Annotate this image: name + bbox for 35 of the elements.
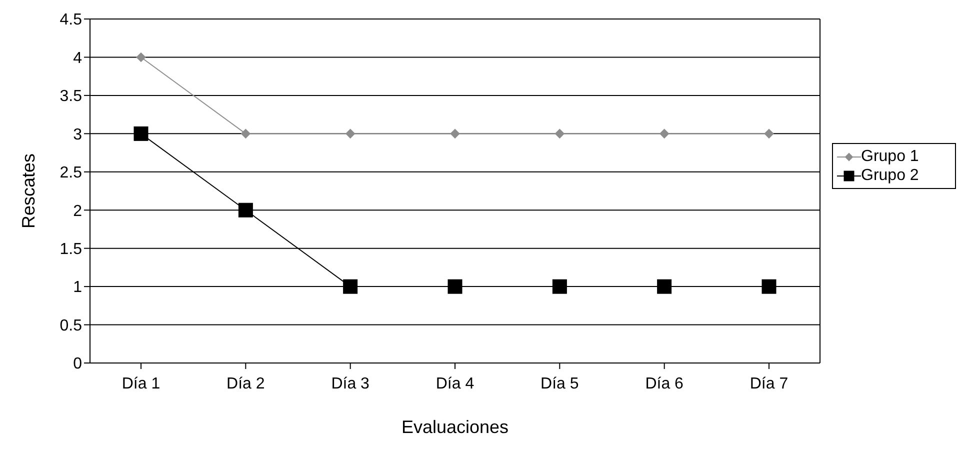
y-tick-label: 3 [73, 126, 82, 144]
point [136, 52, 146, 62]
x-tick-label: Día 3 [331, 375, 370, 392]
y-tick-label: 3.5 [60, 88, 82, 106]
point [554, 128, 565, 139]
point [659, 128, 670, 139]
point [343, 279, 358, 294]
point [448, 279, 462, 294]
y-tick-label: 2.5 [60, 164, 82, 182]
y-tick-label: 1 [73, 279, 82, 296]
x-tick-label: Día 6 [645, 375, 684, 392]
point [762, 279, 776, 294]
y-tick-label: 0.5 [60, 317, 82, 334]
x-tick-label: Día 7 [750, 375, 788, 392]
point [657, 279, 672, 294]
y-tick-label: 4.5 [60, 12, 82, 29]
point [240, 128, 251, 139]
y-tick-label: 1.5 [60, 241, 82, 258]
point [764, 128, 774, 139]
x-tick-label: Día 5 [540, 375, 579, 392]
point [552, 279, 567, 294]
y-axis-title: Rescates [18, 153, 38, 229]
y-tick-label: 2 [73, 202, 82, 220]
point [450, 128, 460, 139]
point [345, 128, 356, 139]
x-tick-label: Día 2 [226, 375, 265, 392]
legend-label: Grupo 2 [861, 166, 919, 185]
x-axis-title: Evaluaciones [401, 417, 509, 437]
y-tick-label: 4 [73, 50, 82, 67]
x-tick-label: Día 1 [122, 375, 160, 392]
legend-label: Grupo 1 [861, 147, 919, 166]
point [134, 126, 148, 141]
y-tick-label: 0 [73, 356, 82, 373]
point [238, 202, 253, 218]
x-tick-label: Día 4 [436, 375, 474, 392]
